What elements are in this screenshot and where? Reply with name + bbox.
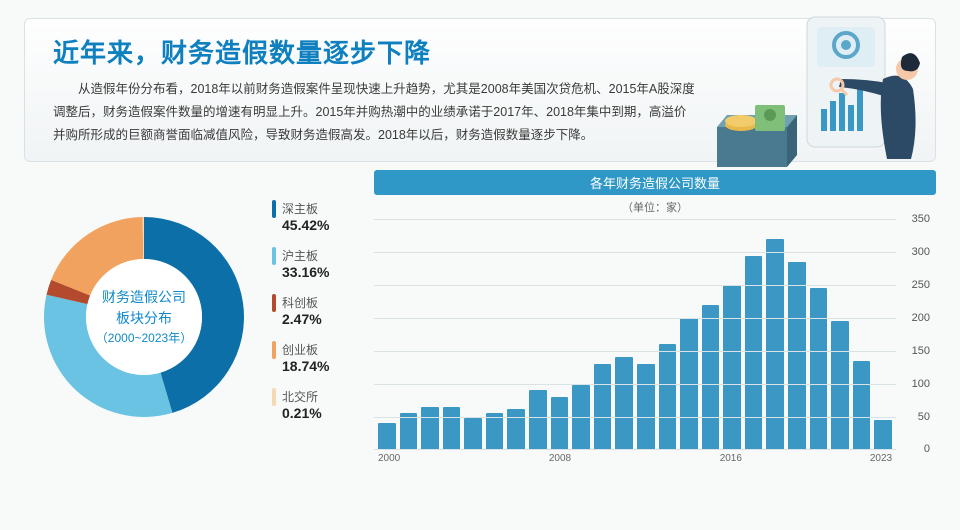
illustration bbox=[697, 9, 927, 179]
x-tick-label bbox=[699, 453, 716, 464]
grid-line bbox=[374, 417, 896, 418]
legend-swatch bbox=[272, 200, 276, 218]
x-tick-label bbox=[787, 453, 804, 464]
legend-swatch bbox=[272, 341, 276, 359]
charts-row: 财务造假公司 板块分布 （2000~2023年） 深主板45.42% 沪主板33.… bbox=[24, 170, 936, 464]
bar bbox=[723, 285, 741, 449]
bar bbox=[378, 423, 396, 449]
x-tick-label bbox=[808, 453, 825, 464]
grid-line bbox=[374, 285, 896, 286]
bar bbox=[400, 413, 418, 449]
bar-chart: 各年财务造假公司数量 （单位：家） 050100150200250300350 … bbox=[374, 170, 936, 464]
x-tick-label bbox=[829, 453, 846, 464]
bar bbox=[486, 413, 504, 449]
donut-center-line2: 板块分布 bbox=[96, 308, 192, 329]
x-tick-label bbox=[746, 453, 763, 464]
x-tick-label bbox=[425, 453, 442, 464]
bar bbox=[874, 420, 892, 450]
bar bbox=[766, 239, 784, 449]
legend-label: 创业板 bbox=[282, 341, 329, 358]
x-tick-label bbox=[678, 453, 695, 464]
grid-line bbox=[374, 318, 896, 319]
bar bbox=[702, 305, 720, 450]
donut-center-label: 财务造假公司 板块分布 （2000~2023年） bbox=[96, 287, 192, 347]
legend-label: 北交所 bbox=[282, 388, 322, 405]
bar bbox=[443, 407, 461, 450]
legend-label: 沪主板 bbox=[282, 247, 329, 264]
legend-label: 科创板 bbox=[282, 294, 322, 311]
legend-item: 沪主板33.16% bbox=[272, 247, 374, 280]
y-tick-label: 200 bbox=[912, 312, 930, 324]
donut-center-line3: （2000~2023年） bbox=[96, 329, 192, 347]
legend-swatch bbox=[272, 294, 276, 312]
x-tick-label bbox=[658, 453, 675, 464]
bar-plot-area: 050100150200250300350 bbox=[374, 219, 896, 449]
bar bbox=[659, 344, 677, 449]
x-tick-label: 2000 bbox=[378, 453, 400, 464]
bar bbox=[788, 262, 806, 449]
legend-item: 科创板2.47% bbox=[272, 294, 374, 327]
header-panel: 近年来，财务造假数量逐步下降 从造假年份分布看，2018年以前财务造假案件呈现快… bbox=[24, 18, 936, 162]
legend-swatch bbox=[272, 247, 276, 265]
bar bbox=[853, 361, 871, 450]
bar bbox=[529, 390, 547, 449]
x-tick-label: 2023 bbox=[870, 453, 892, 464]
x-tick-label bbox=[767, 453, 784, 464]
bar-x-axis: 2000 2008 2016 2023 bbox=[374, 449, 896, 464]
x-tick-label bbox=[446, 453, 463, 464]
y-tick-label: 100 bbox=[912, 378, 930, 390]
x-tick-label bbox=[849, 453, 866, 464]
bar bbox=[421, 407, 439, 450]
bar bbox=[507, 409, 525, 450]
bar-chart-title: 各年财务造假公司数量 bbox=[374, 170, 936, 195]
y-tick-label: 250 bbox=[912, 279, 930, 291]
x-tick-label bbox=[575, 453, 592, 464]
y-tick-label: 350 bbox=[912, 213, 930, 225]
legend-pct: 18.74% bbox=[282, 358, 329, 374]
x-tick-label bbox=[404, 453, 421, 464]
y-tick-label: 50 bbox=[918, 411, 930, 423]
intro-paragraph: 从造假年份分布看，2018年以前财务造假案件呈现快速上升趋势，尤其是2008年美… bbox=[53, 78, 695, 147]
donut-center-line1: 财务造假公司 bbox=[96, 287, 192, 308]
page-title: 近年来，财务造假数量逐步下降 bbox=[53, 33, 695, 70]
bar bbox=[551, 397, 569, 450]
legend-pct: 2.47% bbox=[282, 311, 322, 327]
grid-line bbox=[374, 252, 896, 253]
grid-line bbox=[374, 219, 896, 220]
x-tick-label bbox=[637, 453, 654, 464]
bar bbox=[464, 418, 482, 450]
x-tick-label: 2016 bbox=[720, 453, 742, 464]
legend-swatch bbox=[272, 388, 276, 406]
x-tick-label: 2008 bbox=[549, 453, 571, 464]
legend-pct: 0.21% bbox=[282, 405, 322, 421]
bar bbox=[594, 364, 612, 449]
x-tick-label bbox=[487, 453, 504, 464]
donut-chart: 财务造假公司 板块分布 （2000~2023年） bbox=[24, 170, 264, 464]
x-tick-label bbox=[596, 453, 613, 464]
grid-line bbox=[374, 351, 896, 352]
legend-item: 深主板45.42% bbox=[272, 200, 374, 233]
y-tick-label: 300 bbox=[912, 246, 930, 258]
x-tick-label bbox=[616, 453, 633, 464]
y-tick-label: 0 bbox=[924, 443, 930, 455]
bar bbox=[615, 357, 633, 449]
donut-legend: 深主板45.42% 沪主板33.16% 科创板2.47% 创业板18.74% 北交所0.… bbox=[264, 170, 374, 464]
bar bbox=[810, 288, 828, 449]
legend-item: 北交所0.21% bbox=[272, 388, 374, 421]
x-tick-label bbox=[528, 453, 545, 464]
grid-line bbox=[374, 449, 896, 450]
bar-chart-unit: （单位：家） bbox=[374, 199, 936, 215]
legend-label: 深主板 bbox=[282, 200, 329, 217]
grid-line bbox=[374, 384, 896, 385]
bar bbox=[831, 321, 849, 449]
legend-pct: 45.42% bbox=[282, 217, 329, 233]
legend-item: 创业板18.74% bbox=[272, 341, 374, 374]
x-tick-label bbox=[466, 453, 483, 464]
legend-pct: 33.16% bbox=[282, 264, 329, 280]
x-tick-label bbox=[508, 453, 525, 464]
y-tick-label: 150 bbox=[912, 345, 930, 357]
bar bbox=[637, 364, 655, 449]
